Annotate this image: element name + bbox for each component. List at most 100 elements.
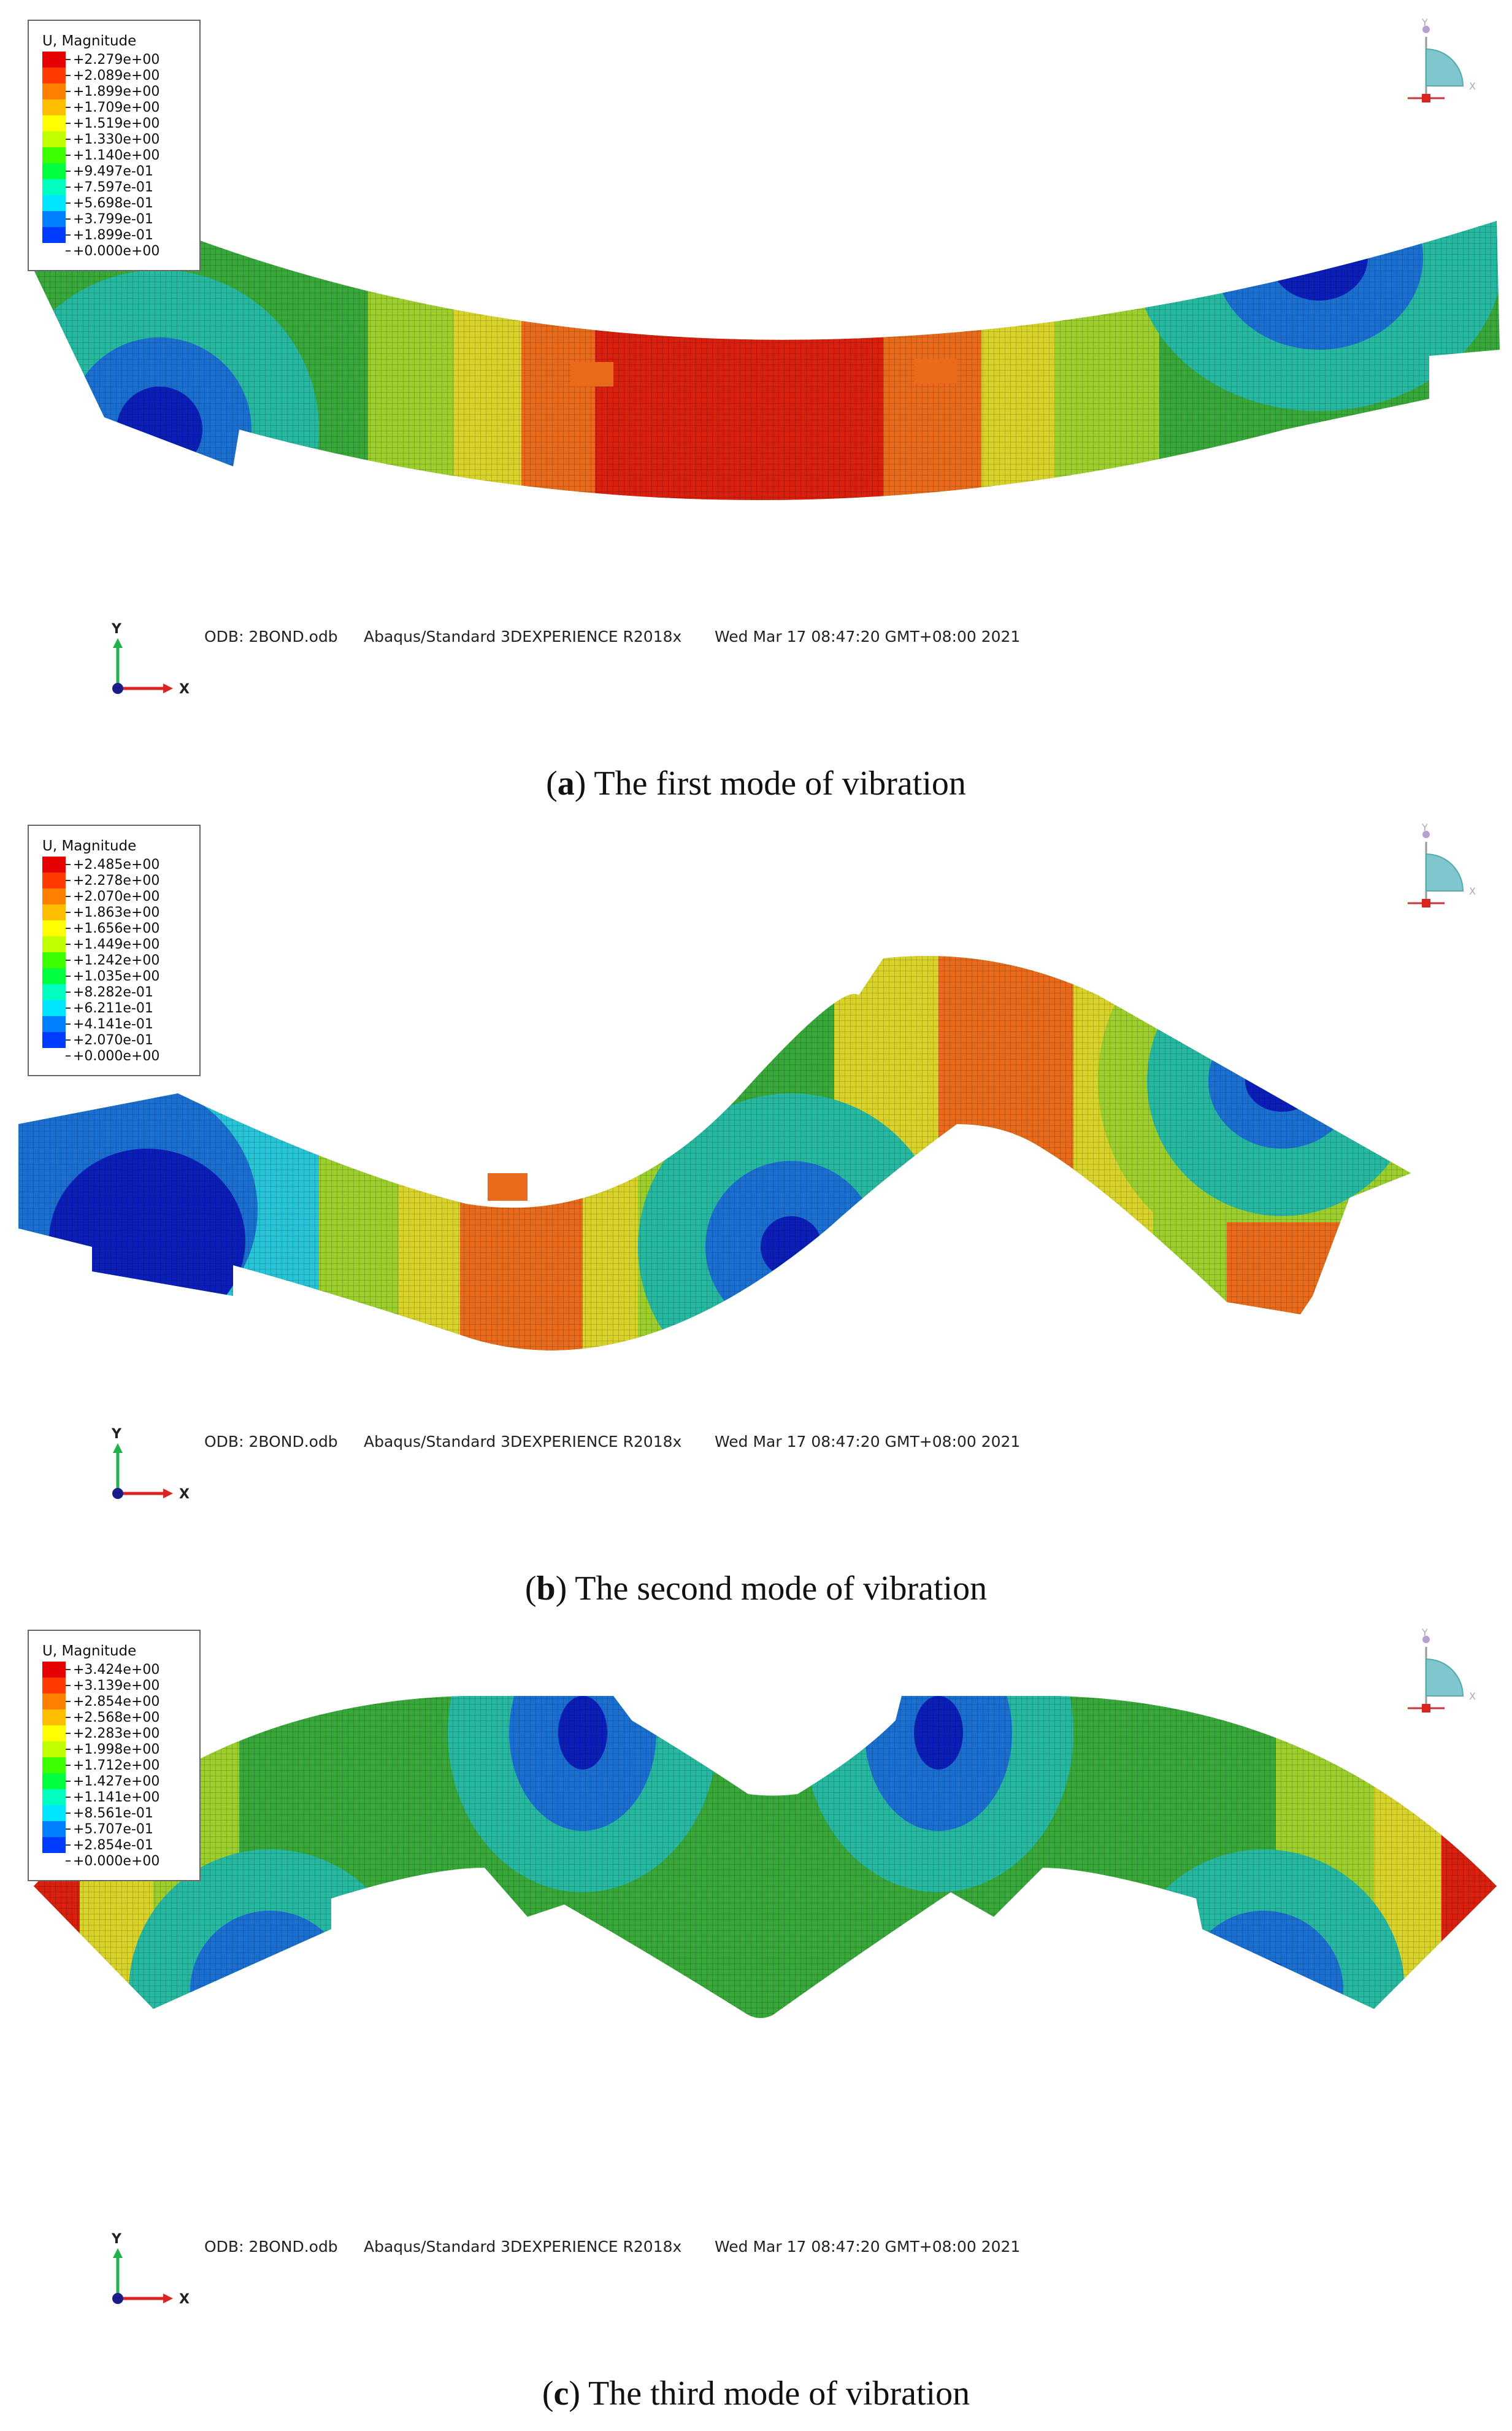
legend-swatch [42, 952, 66, 968]
axis-x-label: X [179, 2292, 190, 2307]
legend-entry: +7.597e-01 [42, 179, 196, 195]
solver-version: Abaqus/Standard 3DEXPERIENCE R2018x [364, 2238, 682, 2256]
legend-value: +2.070e-01 [73, 1033, 153, 1048]
legend-swatch [42, 888, 66, 904]
legend-swatch [42, 904, 66, 920]
caption-letter: b [536, 1570, 556, 1608]
legend-value: +7.597e-01 [73, 180, 153, 195]
legend-entry: +2.854e+00 [42, 1693, 196, 1709]
legend-value: +0.000e+00 [73, 244, 160, 259]
legend-value: +2.854e+00 [73, 1694, 160, 1709]
legend-swatch [42, 131, 66, 147]
legend-entry: +0.000e+00 [42, 1048, 196, 1064]
view-triad-icon: Y X [1408, 823, 1476, 907]
legend-entry: +2.070e-01 [42, 1032, 196, 1048]
legend-swatch [42, 1853, 66, 1869]
legend-swatch [42, 1821, 66, 1837]
legend-swatch [42, 1016, 66, 1032]
legend-value: +1.449e+00 [73, 937, 160, 952]
legend-value: +2.070e+00 [73, 889, 160, 904]
mode-panel: U, Magnitude +3.424e+00 +3.139e+00 +2.854e… [0, 1610, 1512, 2414]
axis-x-label: X [179, 682, 190, 697]
triad-y-label: Y [1421, 823, 1428, 833]
contour-legend: U, Magnitude +3.424e+00 +3.139e+00 +2.854e… [28, 1630, 201, 1881]
global-axes-icon: Y X [111, 2232, 190, 2307]
global-axes-icon: Y X [111, 622, 190, 697]
solver-version: Abaqus/Standard 3DEXPERIENCE R2018x [364, 1433, 682, 1451]
legend-entry: +1.709e+00 [42, 99, 196, 115]
legend-entry: +2.283e+00 [42, 1725, 196, 1741]
legend-value: +2.485e+00 [73, 857, 160, 873]
legend-swatch [42, 857, 66, 873]
legend-entry: +1.712e+00 [42, 1757, 196, 1773]
legend-entry: +0.000e+00 [42, 243, 196, 259]
legend-swatch [42, 1032, 66, 1048]
legend-entry: +1.427e+00 [42, 1773, 196, 1789]
legend-value: +1.035e+00 [73, 969, 160, 984]
deformed-mesh [18, 956, 1411, 1350]
legend-value: +3.139e+00 [73, 1678, 160, 1693]
deformed-mesh [34, 1696, 1497, 2018]
legend-swatch [42, 1741, 66, 1757]
legend-entry: +3.799e-01 [42, 211, 196, 227]
legend-value: +1.242e+00 [73, 953, 160, 968]
analysis-timestamp: Wed Mar 17 08:47:20 GMT+08:00 2021 [715, 1433, 1021, 1451]
legend-entry: +2.278e+00 [42, 873, 196, 888]
figure-caption: (a) The first mode of vibration [546, 765, 966, 803]
legend-swatch [42, 1837, 66, 1853]
legend-value: +2.279e+00 [73, 52, 160, 67]
legend-entry: +4.141e-01 [42, 1016, 196, 1032]
legend-swatch [42, 1709, 66, 1725]
odb-filename: ODB: 2BOND.odb [204, 2238, 338, 2256]
legend-title: U, Magnitude [42, 1643, 137, 1659]
fe-model-view [0, 1610, 1512, 2224]
caption-text: ) The third mode of vibration [569, 2375, 970, 2413]
legend-title: U, Magnitude [42, 838, 137, 854]
deformed-mesh [34, 221, 1500, 500]
legend-value: +3.799e-01 [73, 212, 153, 227]
legend-entry: +1.242e+00 [42, 952, 196, 968]
legend-value: +1.712e+00 [73, 1758, 160, 1773]
legend-swatch [42, 179, 66, 195]
axis-x-label: X [179, 1487, 190, 1502]
legend-value: +1.863e+00 [73, 905, 160, 920]
axis-y-label: Y [111, 1427, 122, 1442]
legend-swatch [42, 1662, 66, 1678]
triad-y-label: Y [1421, 18, 1428, 28]
legend-swatch [42, 147, 66, 163]
triad-x-label: X [1469, 1690, 1476, 1702]
legend-entry: +3.139e+00 [42, 1678, 196, 1693]
mode-panel: U, Magnitude +2.279e+00 +2.089e+00 +1.899e… [0, 0, 1512, 804]
legend-entry: +6.211e-01 [42, 1000, 196, 1016]
contour-legend: U, Magnitude +2.279e+00 +2.089e+00 +1.899e… [28, 20, 201, 271]
legend-value: +0.000e+00 [73, 1049, 160, 1064]
legend-value: +1.709e+00 [73, 100, 160, 115]
fe-model-view [0, 805, 1512, 1419]
legend-value: +1.899e-01 [73, 228, 153, 243]
legend-value: +2.854e-01 [73, 1838, 153, 1853]
legend-swatch [42, 984, 66, 1000]
legend-value: +1.519e+00 [73, 116, 160, 131]
figure-caption: (c) The third mode of vibration [542, 2375, 970, 2413]
legend-value: +4.141e-01 [73, 1017, 153, 1032]
axis-y-label: Y [111, 622, 122, 637]
legend-swatch [42, 83, 66, 99]
figure-caption: (b) The second mode of vibration [524, 1570, 988, 1608]
legend-swatch [42, 163, 66, 179]
triad-x-label: X [1469, 885, 1476, 897]
legend-entry: +1.899e-01 [42, 227, 196, 243]
analysis-timestamp: Wed Mar 17 08:47:20 GMT+08:00 2021 [715, 2238, 1021, 2256]
legend-entry: +8.282e-01 [42, 984, 196, 1000]
legend-swatch [42, 195, 66, 211]
legend-swatch [42, 1805, 66, 1821]
legend-value: +8.282e-01 [73, 985, 153, 1000]
legend-entry: +1.035e+00 [42, 968, 196, 984]
odb-filename: ODB: 2BOND.odb [204, 1433, 338, 1451]
legend-swatch [42, 1693, 66, 1709]
legend-value: +3.424e+00 [73, 1662, 160, 1678]
legend-swatch [42, 227, 66, 243]
legend-entry: +5.698e-01 [42, 195, 196, 211]
legend-value: +2.283e+00 [73, 1726, 160, 1741]
legend-entry: +2.279e+00 [42, 52, 196, 67]
legend-swatch [42, 67, 66, 83]
